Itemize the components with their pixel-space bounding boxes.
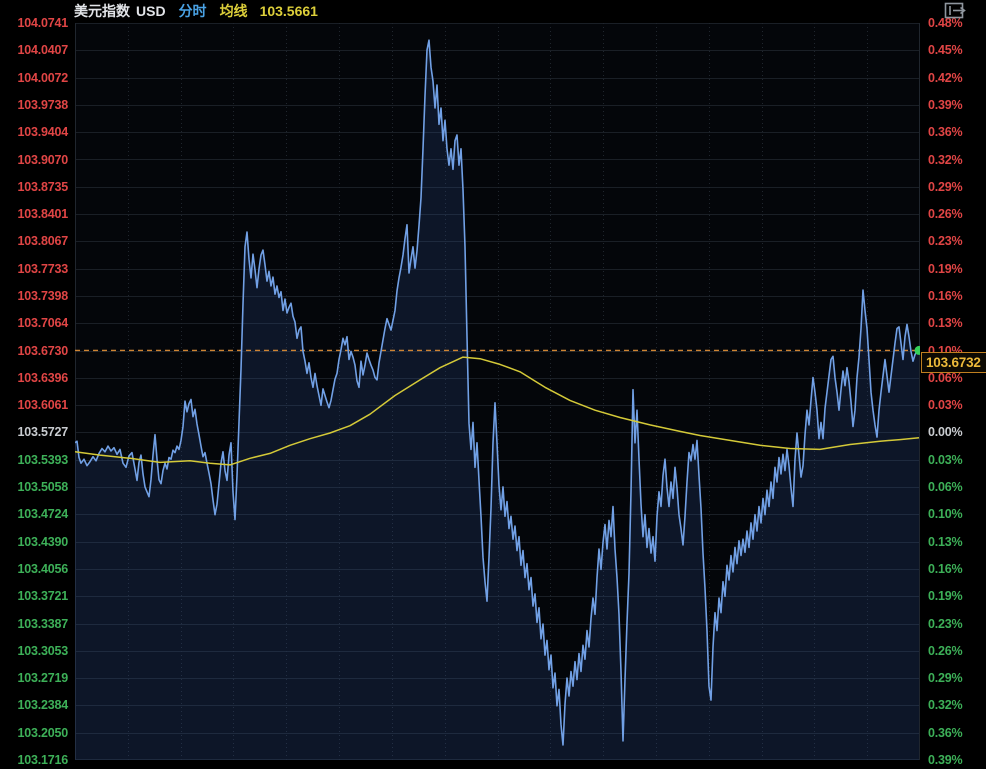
price-tick-label: 103.4390 [17,534,68,549]
price-tick-label: 103.3387 [17,616,68,631]
price-tick-label: 103.7064 [17,316,68,331]
percent-tick-label: 0.23% [928,234,963,249]
percent-tick-label: 0.00% [928,425,963,440]
price-tick-label: 103.9070 [17,152,68,167]
last-price-label: 103.6732 [921,352,986,373]
percent-tick-label: 0.48% [928,16,963,30]
percent-tick-label: 0.42% [928,70,963,85]
price-tick-label: 103.6730 [17,343,68,358]
price-tick-label: 103.5393 [17,452,68,467]
percent-tick-label: 0.06% [928,480,963,494]
percent-tick-label: 0.36% [928,725,963,740]
tab-moving-average[interactable]: 均线 [219,3,248,19]
grid [75,23,920,760]
price-tick-label: 103.3721 [17,589,68,604]
price-tick-label: 103.2719 [17,671,68,686]
price-tick-label: 103.9404 [17,125,68,140]
price-tick-label: 103.9738 [17,97,68,112]
price-tick-label: 103.8735 [17,179,68,194]
price-tick-label: 103.8067 [17,234,68,249]
percent-tick-label: 0.13% [928,534,963,549]
percent-tick-label: 0.16% [928,561,963,576]
percent-tick-label: 0.19% [928,261,963,276]
last-price-value: 103.6732 [926,355,981,370]
price-tick-label: 104.0741 [17,16,68,30]
price-tick-label: 104.0072 [17,70,68,85]
area-fill [75,40,919,760]
price-line [75,39,920,746]
percent-tick-label: 0.45% [928,43,963,58]
price-tick-label: 103.7733 [17,261,68,276]
price-tick-label: 103.4724 [17,507,68,522]
price-tick-label: 103.6061 [17,398,68,413]
last-price-dot [914,345,920,355]
price-tick-label: 103.3053 [17,643,68,658]
price-tick-label: 103.2050 [17,725,68,740]
chart-header: 美元指数 USD 分时 均线 103.5661 [74,2,318,20]
percent-tick-label: 0.23% [928,616,963,631]
percent-tick-label: 0.32% [928,698,963,713]
price-tick-label: 104.0407 [17,43,68,58]
ma-current-value: 103.5661 [259,3,318,19]
percent-tick-label: 0.03% [928,398,963,413]
price-tick-label: 103.8401 [17,207,68,222]
price-tick-label: 103.7398 [17,289,68,303]
price-tick-label: 103.5727 [17,425,68,440]
tab-timeline[interactable]: 分时 [178,3,207,19]
instrument-symbol: USD [136,3,166,19]
percent-tick-label: 0.06% [928,370,963,385]
percent-tick-label: 0.03% [928,452,963,467]
percent-tick-label: 0.16% [928,289,963,303]
instrument-name: 美元指数 [74,3,130,19]
price-tick-label: 103.4056 [17,561,68,576]
percent-tick-label: 0.26% [928,643,963,658]
ma-line [75,356,920,466]
price-tick-label: 103.2384 [17,698,68,713]
price-tick-label: 103.1716 [17,753,68,767]
percent-tick-label: 0.29% [928,179,963,194]
percent-tick-label: 0.32% [928,152,963,167]
percent-tick-label: 0.13% [928,316,963,331]
price-tick-label: 103.5058 [17,480,68,494]
price-tick-label: 103.6396 [17,370,68,385]
percent-tick-label: 0.39% [928,97,963,112]
percent-tick-label: 0.39% [928,753,963,767]
chart-plot-area[interactable] [75,23,920,760]
percent-tick-label: 0.10% [928,507,963,522]
percent-tick-label: 0.29% [928,671,963,686]
percent-tick-label: 0.19% [928,589,963,604]
popout-window-icon[interactable] [944,2,966,19]
percent-tick-label: 0.36% [928,125,963,140]
percent-tick-label: 0.26% [928,207,963,222]
